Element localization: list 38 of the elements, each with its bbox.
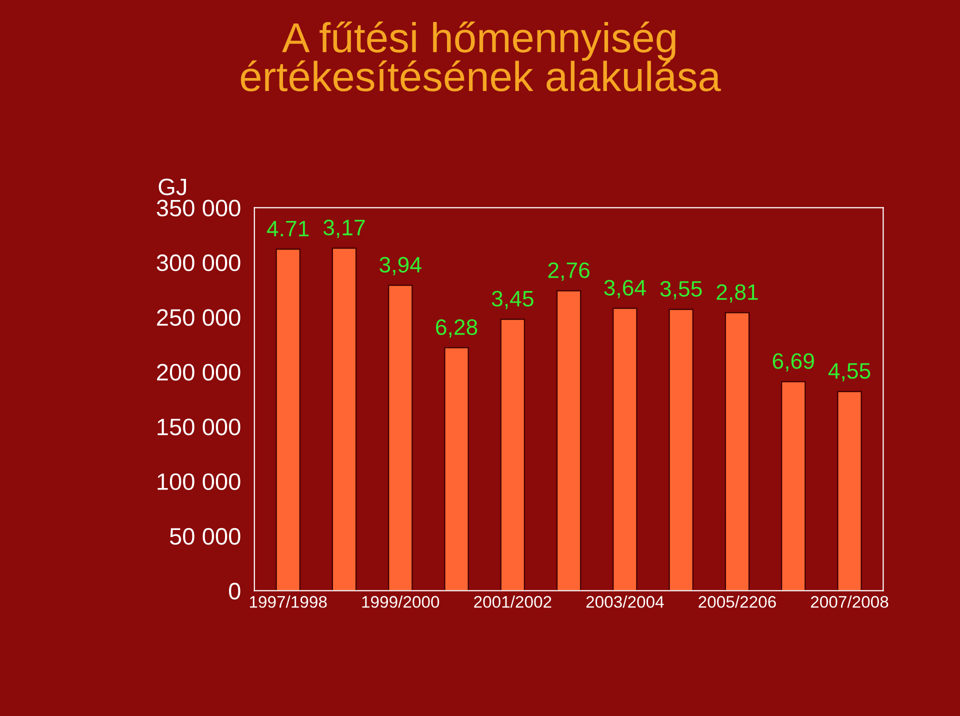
y-tick-label: 200 000 <box>157 364 240 381</box>
bar <box>500 318 525 591</box>
y-axis-title: GJ <box>158 178 186 196</box>
bar <box>668 308 694 591</box>
bar <box>612 308 638 591</box>
x-tick-label: 1999/2000 <box>362 596 440 608</box>
annotation: 3,55 <box>660 280 702 300</box>
annotation: 2,81 <box>716 284 758 303</box>
y-tick-label: 300 000 <box>156 254 240 272</box>
bar <box>444 347 469 591</box>
bar <box>724 312 750 591</box>
y-tick-label: 350 000 <box>156 200 240 216</box>
annotation: 6,28 <box>436 319 478 338</box>
bar <box>781 381 806 591</box>
annotation: 2,76 <box>548 262 590 281</box>
y-tick-label: 100 000 <box>158 473 240 490</box>
y-tick-label: 0 <box>229 582 240 600</box>
x-tick-label: 1997/1998 <box>250 596 327 608</box>
annotation: 3,94 <box>380 256 422 276</box>
y-tick-label: 50 000 <box>170 528 240 545</box>
bar <box>332 248 357 591</box>
x-tick-label: 2001/2002 <box>474 596 552 608</box>
annotation: 4,55 <box>828 363 870 382</box>
annotation: 3,45 <box>492 290 534 310</box>
x-tick-label: 2007/2008 <box>810 596 888 608</box>
annotation: 3,17 <box>323 220 365 238</box>
bar <box>837 390 862 591</box>
chart-title: A fűtési hőmennyiség értékesítésének alakulása <box>240 21 721 92</box>
annotation: 6,69 <box>772 353 814 372</box>
bar <box>556 290 582 591</box>
annotation: 3,64 <box>604 280 646 298</box>
x-tick-label: 2005/2206 <box>698 596 776 608</box>
annotation: 4.71 <box>266 220 309 236</box>
y-tick-label: 250 000 <box>157 309 240 326</box>
bar <box>276 248 300 591</box>
bar <box>388 284 413 591</box>
x-tick-label: 2003/2004 <box>586 596 664 608</box>
y-tick-label: 150 000 <box>158 418 240 436</box>
